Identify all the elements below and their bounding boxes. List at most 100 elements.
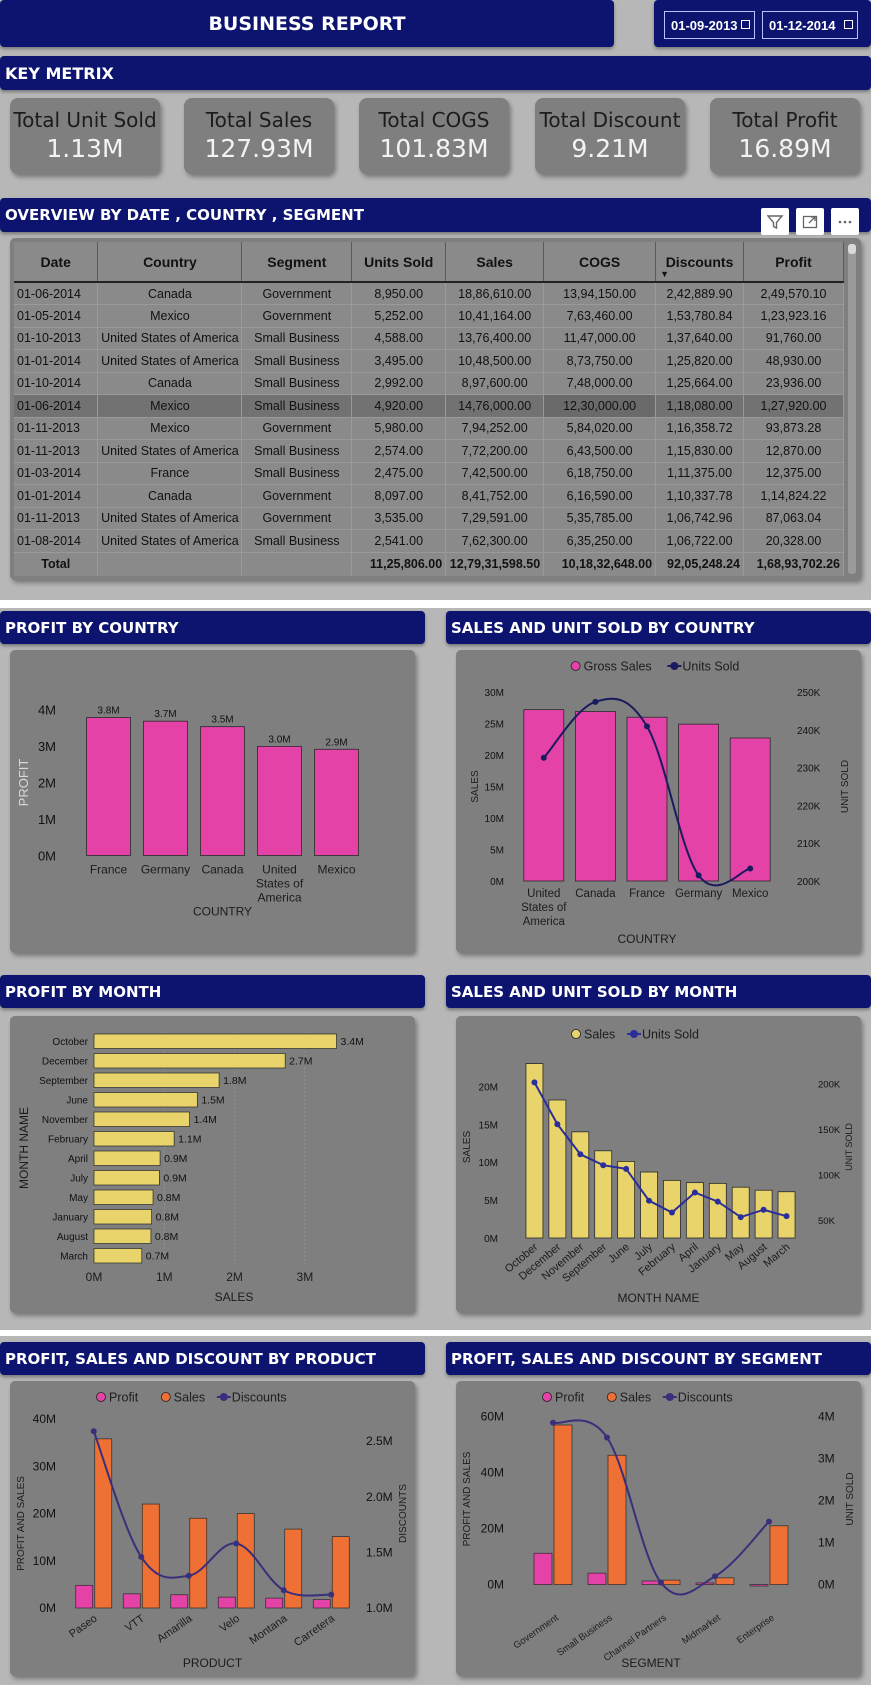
table-cell: Small Business — [241, 529, 353, 553]
table-cell: 92,05,248.24 — [655, 551, 744, 575]
bar — [708, 1182, 727, 1239]
table-cell: Total — [14, 551, 99, 575]
by-segment-panel: Profit Sales Discounts 0M 20M 40M 60M 0M 1M 2M 3M 4… — [456, 1381, 861, 1676]
sales-units-month-chart: Sales Units Sold 0M 5M 10M 15M 20M 50K 100K 150K 2… — [462, 1028, 854, 1306]
line-point — [737, 1214, 744, 1221]
table-cell: 01-08-2014 — [14, 529, 99, 553]
x-tick-label: Government — [512, 1612, 561, 1651]
data-label: 2.7M — [289, 1055, 312, 1067]
table-row[interactable]: 01-06-2014 Mexico Small Business 4,920.00 14… — [14, 394, 844, 418]
y-tick-label: 10M — [485, 814, 504, 825]
kpi-label: Total COGS — [378, 108, 490, 132]
table-row[interactable]: 01-03-2014 France Small Business 2,475.00 7,… — [14, 462, 844, 485]
legend-marker — [542, 1392, 552, 1402]
x-tick-label: June — [606, 1241, 632, 1266]
date-from-input[interactable]: 01-09-2013 — [664, 11, 755, 39]
profit-bar — [749, 1584, 769, 1587]
line-point — [554, 1121, 561, 1128]
y-tick-label: 15M — [479, 1120, 498, 1131]
table-cell: 3,495.00 — [351, 349, 447, 373]
table-row[interactable]: 01-10-2013 United States of America Small … — [14, 327, 844, 350]
table-cell: 01-10-2013 — [14, 327, 99, 350]
column-header-discounts[interactable]: Discounts ▼ — [655, 242, 744, 283]
x-tick-label: Midmarket — [680, 1612, 723, 1647]
table-row[interactable]: 01-05-2014 Mexico Government 5,252.00 10,41,… — [14, 304, 844, 328]
column-header-profit[interactable]: Profit — [743, 242, 844, 283]
column-header-country[interactable]: Country — [97, 242, 243, 283]
table-row[interactable]: 01-08-2014 United States of America Small … — [14, 529, 844, 553]
table-row[interactable]: 01-11-2013 United States of America Small … — [14, 439, 844, 463]
y-tick-label: 0M — [484, 1234, 498, 1245]
table-area: Date Country Segment Units Sold Sales CO… — [14, 242, 844, 576]
table-row[interactable]: 01-11-2013 Mexico Government 5,980.00 7,94,2… — [14, 417, 844, 440]
legend-marker — [665, 1393, 674, 1401]
legend-marker — [606, 1392, 617, 1402]
y-tick-label: 30M — [33, 1459, 56, 1473]
y-tick-label: 2M — [38, 776, 56, 791]
table-scrollbar[interactable] — [848, 244, 856, 574]
focus-mode-icon[interactable] — [796, 208, 824, 235]
table-cell: 8,41,752.00 — [445, 484, 545, 508]
sales-bar — [189, 1517, 208, 1609]
x-tick-label: United — [527, 888, 560, 900]
scrollbar-thumb[interactable] — [848, 244, 856, 254]
y2-tick-label: 240K — [797, 726, 821, 737]
legend-marker — [96, 1392, 106, 1402]
sales-units-country-chart: Gross Sales Units Sold 0M 5M 10M 15M 20M 25M 30M… — [470, 660, 851, 947]
table-cell: 7,63,460.00 — [543, 304, 657, 328]
column-header-units-sold[interactable]: Units Sold — [351, 242, 447, 283]
data-label: 3.7M — [154, 709, 176, 720]
kpi-value: 16.89M — [738, 134, 832, 163]
more-options-icon[interactable] — [831, 208, 859, 235]
legend-marker — [630, 1030, 638, 1038]
table-cell: 7,62,300.00 — [445, 529, 545, 553]
line-point — [658, 1579, 664, 1586]
by-product-header: PROFIT, SALES AND DISCOUNT BY PRODUCT — [0, 1342, 425, 1375]
filter-icon[interactable] — [761, 208, 789, 235]
calendar-icon[interactable] — [844, 20, 853, 29]
column-header-date[interactable]: Date — [14, 242, 99, 283]
table-row[interactable]: 01-06-2014 Canada Government 8,950.00 18,86,… — [14, 282, 844, 305]
table-row[interactable]: 01-10-2014 Canada Small Business 2,992.00 8,… — [14, 372, 844, 395]
table-cell: 1,11,375.00 — [655, 462, 744, 485]
table-row[interactable]: 01-01-2014 Canada Government 8,097.00 8,41,7… — [14, 484, 844, 508]
table-cell: 13,76,400.00 — [445, 327, 545, 350]
column-header-segment[interactable]: Segment — [241, 242, 353, 283]
table-cell: 1,18,080.00 — [655, 394, 744, 418]
date-to-input[interactable]: 01-12-2014 — [762, 11, 858, 39]
column-header-sales[interactable]: Sales — [445, 242, 545, 283]
sales-bar — [769, 1525, 789, 1585]
table-cell: 01-11-2013 — [14, 507, 99, 530]
table-cell: 1,25,664.00 — [655, 372, 744, 395]
by-segment-header: PROFIT, SALES AND DISCOUNT BY SEGMENT — [446, 1342, 871, 1375]
table-header-row: Date Country Segment Units Sold Sales CO… — [14, 242, 844, 283]
calendar-icon[interactable] — [741, 20, 750, 29]
table-cell: 7,48,000.00 — [543, 372, 657, 395]
table-cell: 6,43,500.00 — [543, 439, 657, 463]
sales-bar — [284, 1528, 303, 1609]
bar — [523, 709, 565, 882]
table-row[interactable]: 01-11-2013 United States of America Govern… — [14, 507, 844, 530]
table-cell: 01-10-2014 — [14, 372, 99, 395]
bar — [143, 720, 188, 856]
kpi-value: 101.83M — [379, 134, 489, 163]
table-cell: Government — [241, 282, 353, 305]
table-row[interactable]: 01-01-2014 United States of America Small … — [14, 349, 844, 373]
y2-tick-label: 1.5M — [366, 1545, 393, 1559]
x-axis-title: SEGMENT — [621, 1656, 681, 1670]
bar — [754, 1189, 773, 1239]
table-cell: 12,870.00 — [743, 439, 844, 463]
data-label: 0.8M — [157, 1192, 180, 1204]
y-tick-label: 15M — [485, 783, 504, 794]
column-header-cogs[interactable]: COGS — [543, 242, 657, 283]
table-cell: 11,25,806.00 — [351, 551, 447, 575]
table-cell: Small Business — [241, 349, 353, 373]
by-product-chart: Profit Sales Discounts 0M 10M 20M 30M 40M 1.0M 1.… — [16, 1391, 409, 1671]
table-cell: 12,30,000.00 — [543, 394, 657, 418]
table-cell: United States of America — [97, 349, 243, 373]
bar — [314, 748, 359, 856]
bar — [93, 1072, 220, 1088]
y2-tick-label: 1.0M — [366, 1601, 393, 1615]
line-point — [550, 1419, 556, 1426]
y-axis-title: PROFIT AND SALES — [462, 1451, 473, 1546]
